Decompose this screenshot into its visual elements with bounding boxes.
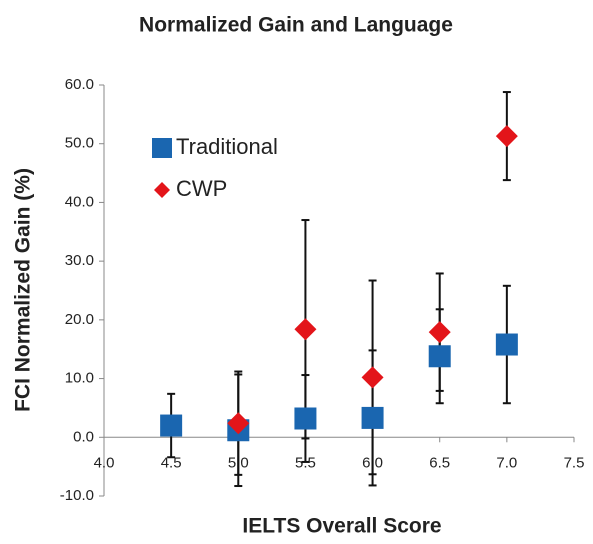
x-tick-label: 7.0: [496, 454, 517, 471]
square-marker: [495, 333, 518, 356]
square-marker: [294, 407, 317, 430]
x-axis-label: IELTS Overall Score: [242, 515, 441, 538]
y-axis-label: FCI Normalized Gain (%): [12, 168, 35, 412]
y-tick-label: 0.0: [73, 428, 94, 445]
y-tick-label: -10.0: [60, 487, 94, 504]
diamond-marker: [294, 318, 317, 341]
y-tick-label: 10.0: [65, 370, 94, 387]
y-tick-label: 40.0: [65, 193, 94, 210]
y-tick-label: 50.0: [65, 135, 94, 152]
y-tick-label: 60.0: [65, 76, 94, 93]
diamond-marker: [361, 366, 384, 389]
legend-marker: [152, 138, 172, 158]
x-tick-label: 4.5: [161, 454, 182, 471]
y-tick-label: 30.0: [65, 252, 94, 269]
diamond-marker: [428, 321, 451, 344]
chart-title: Normalized Gain and Language: [139, 14, 453, 37]
legend-marker: [154, 182, 170, 198]
square-marker: [428, 345, 451, 368]
legend-label: CWP: [176, 176, 227, 201]
x-tick-label: 4.0: [94, 454, 115, 471]
y-tick-label: 20.0: [65, 311, 94, 328]
square-marker: [361, 406, 384, 429]
diamond-marker: [227, 412, 250, 435]
diamond-marker: [495, 125, 518, 148]
x-tick-label: 7.5: [564, 454, 585, 471]
x-tick-label: 6.5: [429, 454, 450, 471]
square-marker: [160, 414, 183, 437]
legend-label: Traditional: [176, 134, 278, 159]
